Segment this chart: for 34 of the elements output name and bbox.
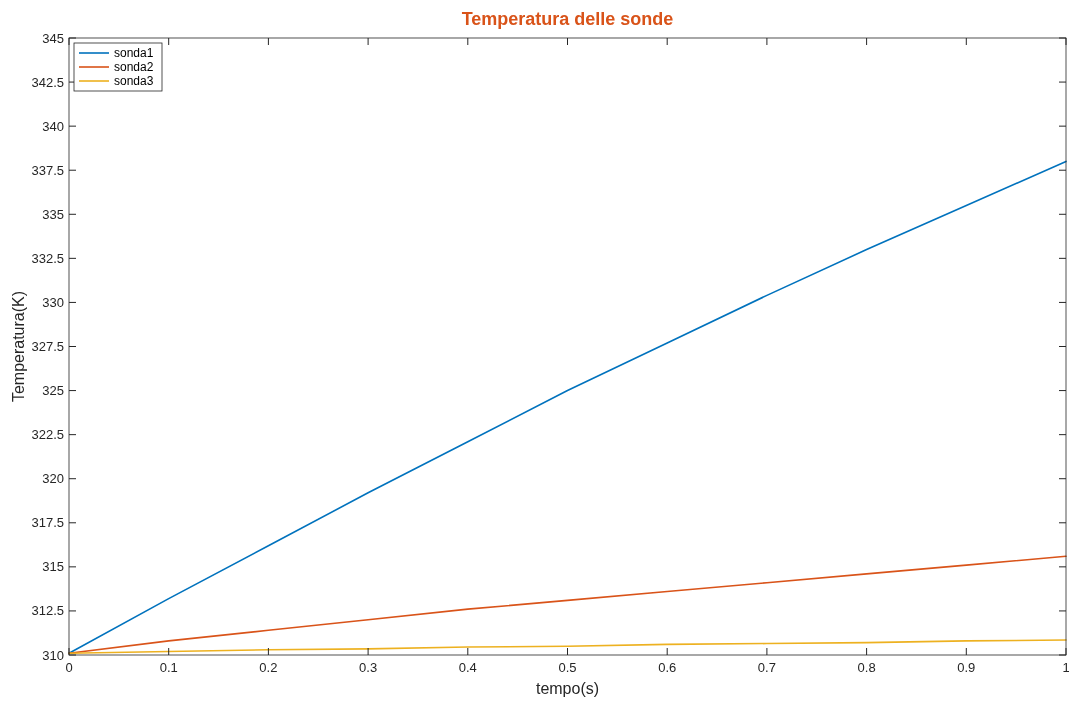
x-tick-label: 1 xyxy=(1062,660,1069,675)
x-axis-title: tempo(s) xyxy=(535,680,600,697)
y-tick-label: 342.5 xyxy=(31,74,64,90)
y-tick-label: 315 xyxy=(42,559,64,575)
y-tick-label: 337.5 xyxy=(31,162,64,178)
x-tick-label: 0.5 xyxy=(558,660,577,675)
y-tick-label: 320 xyxy=(42,471,64,487)
y-tick-label: 340 xyxy=(42,118,64,134)
y-tick-label: 317.5 xyxy=(31,515,64,531)
y-tick-label: 325 xyxy=(42,383,64,399)
legend-label: sonda1 xyxy=(114,46,154,60)
y-tick-label: 335 xyxy=(42,206,64,222)
x-tick-label: 0.9 xyxy=(957,660,976,675)
y-tick-label: 327.5 xyxy=(31,339,64,354)
legend-label: sonda3 xyxy=(114,74,154,88)
x-tick-label: 0.2 xyxy=(259,660,278,675)
y-tick-label: 332.5 xyxy=(31,250,64,266)
y-tick-label: 345 xyxy=(42,30,64,46)
x-tick-label: 0.7 xyxy=(757,660,776,675)
line-series xyxy=(68,160,1067,655)
y-tick-label: 322.5 xyxy=(31,427,64,443)
chart-title: Temperatura delle sonde xyxy=(461,9,674,29)
y-axis-title: Temperatura(K) xyxy=(10,290,27,403)
legend-label: sonda2 xyxy=(114,60,154,74)
x-tick-label: 0 xyxy=(65,660,73,675)
y-tick-label: 312.5 xyxy=(31,603,64,619)
x-tick-label: 0.1 xyxy=(159,660,178,675)
x-tick-label: 0.8 xyxy=(857,660,876,675)
y-tick-label: 310 xyxy=(42,647,64,663)
x-tick-label: 0.4 xyxy=(458,660,477,675)
y-tick-label: 330 xyxy=(42,294,64,310)
x-tick-label: 0.3 xyxy=(359,660,378,675)
line-series xyxy=(68,639,1067,655)
x-tick-label: 0.6 xyxy=(658,660,677,675)
